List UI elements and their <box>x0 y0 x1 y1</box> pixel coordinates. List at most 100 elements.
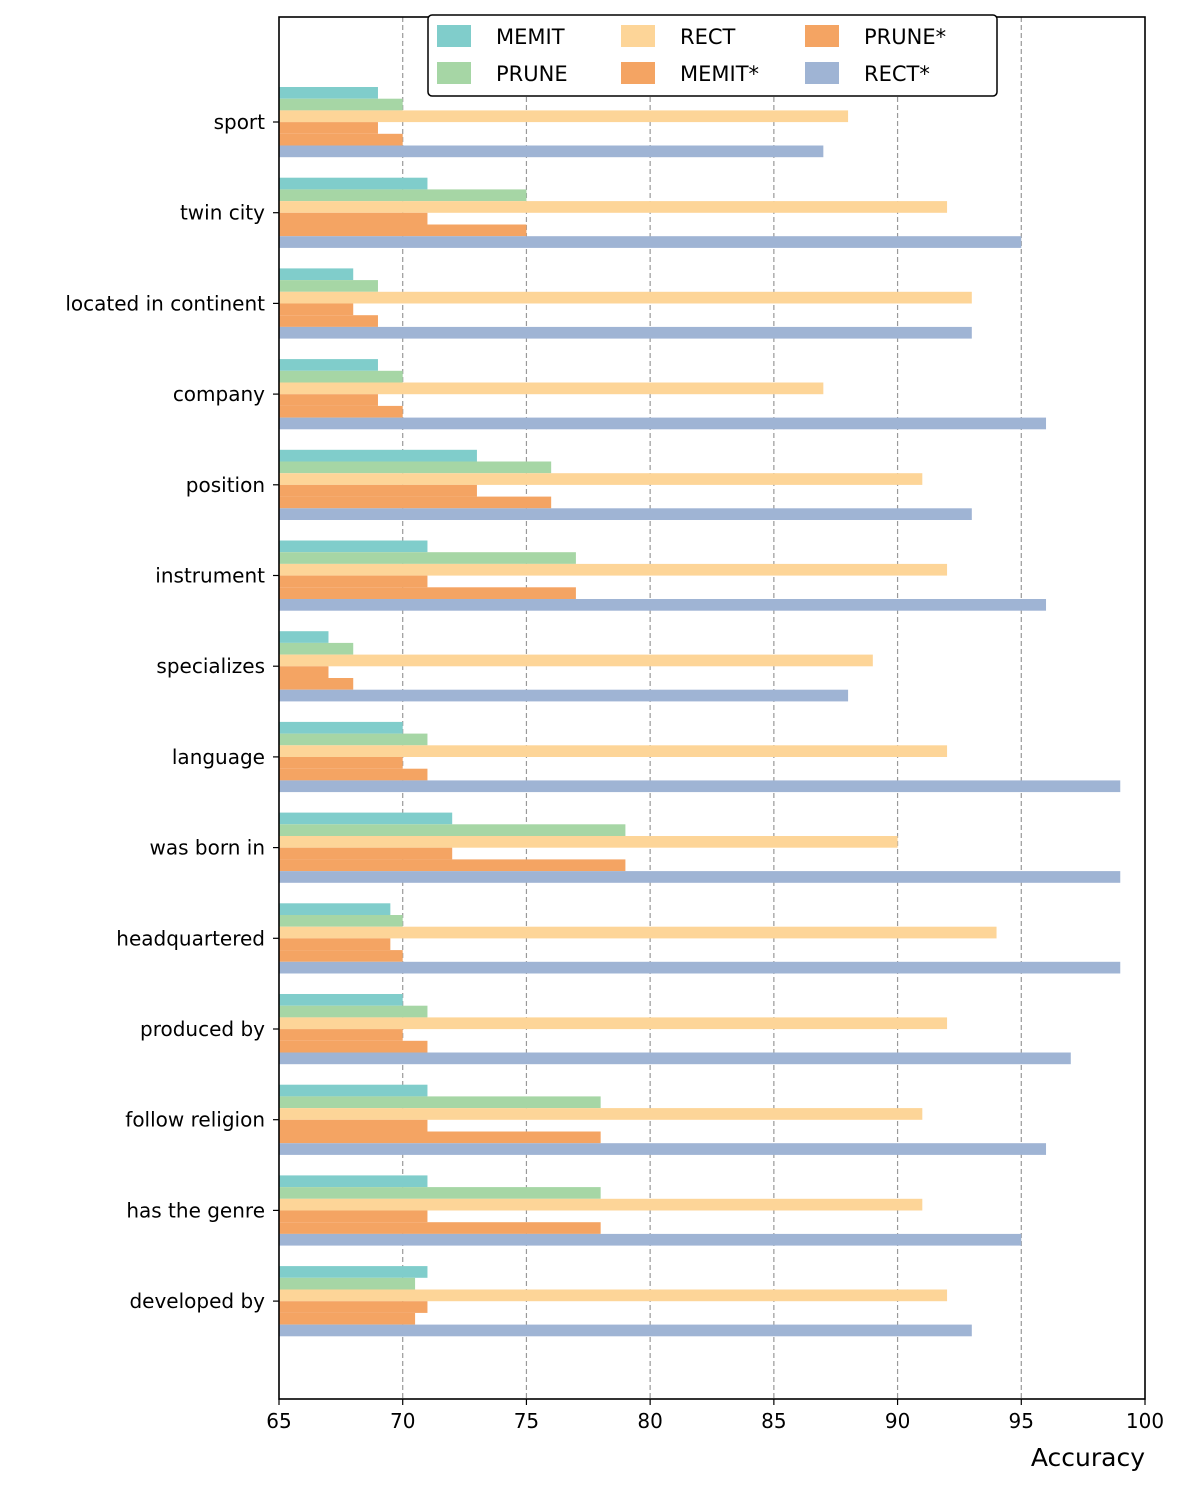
y-tick-label: position <box>186 473 265 497</box>
bar-rect-star-was-born-in <box>279 871 1121 883</box>
legend-label: RECT* <box>864 62 930 86</box>
y-tick-label: produced by <box>140 1017 265 1041</box>
bar-rect-star-developed-by <box>279 1324 972 1337</box>
bar-rect-developed-by <box>279 1289 948 1302</box>
bar-rect-star-position <box>279 508 972 520</box>
bar-rect-star-follow-religion <box>279 1143 1047 1155</box>
bar-rect-company <box>279 382 824 395</box>
legend: MEMIT PRUNE RECT MEMIT* PRUNE* RECT* <box>427 14 998 97</box>
legend-label: PRUNE* <box>864 25 946 49</box>
bar-memit-has-the-genre <box>279 1175 428 1188</box>
bar-memit-star-sport <box>279 122 378 134</box>
bar-memit-star-was-born-in <box>279 847 453 860</box>
bar-memit-produced-by <box>279 994 403 1006</box>
bar-rect-headquartered <box>279 926 997 939</box>
bar-prune-star-twin-city <box>279 224 527 237</box>
bar-memit-star-headquartered <box>279 938 391 951</box>
bar-rect-star-produced-by <box>279 1052 1071 1065</box>
bar-rect-produced-by <box>279 1017 948 1030</box>
bar-rect-instrument <box>279 563 948 576</box>
bar-rect-star-located-in-continent <box>279 326 972 339</box>
bar-prune-sport <box>279 98 403 111</box>
bar-prune-star-company <box>279 405 403 418</box>
bar-rect-star-language <box>279 780 1121 793</box>
bar-memit-language <box>279 721 403 734</box>
bar-prune-headquartered <box>279 915 403 927</box>
y-tick-label: headquartered <box>116 926 265 950</box>
bar-prune-star-instrument <box>279 587 576 599</box>
bar-prune-developed-by <box>279 1277 416 1290</box>
bar-memit-located-in-continent <box>279 268 354 281</box>
bar-memit-developed-by <box>279 1266 428 1278</box>
y-tick-label: developed by <box>129 1289 265 1313</box>
x-tick-label: 75 <box>514 1409 539 1433</box>
x-tick-label: 80 <box>637 1409 662 1433</box>
bar-prune-produced-by <box>279 1005 428 1018</box>
bar-memit-star-twin-city <box>279 212 428 225</box>
x-axis: 65 70 75 80 85 90 95 100 <box>266 1399 1164 1433</box>
bar-memit-star-has-the-genre <box>279 1210 428 1223</box>
bar-rect-twin-city <box>279 201 948 213</box>
bar-prune-star-located-in-continent <box>279 315 378 327</box>
bar-rect-located-in-continent <box>279 291 972 304</box>
bar-prune-company <box>279 370 403 383</box>
bar-prune-star-was-born-in <box>279 859 626 872</box>
y-tick-label: specializes <box>156 654 265 678</box>
bar-rect-star-headquartered <box>279 961 1121 974</box>
x-tick-label: 70 <box>390 1409 415 1433</box>
bar-prune-star-specializes <box>279 678 354 690</box>
bar-prune-star-language <box>279 768 428 781</box>
y-tick-label: twin city <box>180 201 265 225</box>
bar-memit-position <box>279 449 477 462</box>
legend-label: MEMIT* <box>680 62 759 86</box>
bar-rect-has-the-genre <box>279 1198 923 1211</box>
bar-memit-star-specializes <box>279 666 329 678</box>
bar-memit-instrument <box>279 540 428 553</box>
bar-memit-twin-city <box>279 177 428 190</box>
bar-memit-star-language <box>279 757 403 769</box>
bar-prune-follow-religion <box>279 1096 601 1109</box>
bar-memit-star-follow-religion <box>279 1119 428 1132</box>
bar-memit-headquartered <box>279 903 391 915</box>
y-tick-label: company <box>173 382 265 406</box>
legend-box <box>427 14 998 97</box>
y-tick-label: instrument <box>155 564 265 588</box>
bar-rect-star-twin-city <box>279 236 1022 248</box>
bar-rect-was-born-in <box>279 836 898 848</box>
y-tick-label: located in continent <box>65 291 265 315</box>
bar-prune-star-headquartered <box>279 950 403 962</box>
legend-label: PRUNE <box>496 62 568 86</box>
bar-prune-star-position <box>279 496 552 509</box>
bar-memit-sport <box>279 87 378 99</box>
grid-lines <box>402 17 1022 1399</box>
bar-prune-instrument <box>279 552 576 564</box>
bar-prune-star-produced-by <box>279 1040 428 1053</box>
bar-prune-star-sport <box>279 133 403 146</box>
bar-rect-star-sport <box>279 145 824 158</box>
bar-memit-star-instrument <box>279 575 428 588</box>
x-tick-label: 85 <box>761 1409 786 1433</box>
bar-rect-position <box>279 473 923 485</box>
y-tick-label: sport <box>214 110 266 134</box>
bar-memit-star-position <box>279 484 477 497</box>
y-tick-label: follow religion <box>125 1108 265 1132</box>
bar-prune-position <box>279 461 552 474</box>
bar-rect-sport <box>279 110 849 123</box>
legend-label: RECT <box>680 25 736 49</box>
bars <box>279 87 1121 1337</box>
bar-prune-specializes <box>279 642 354 655</box>
bar-memit-specializes <box>279 631 329 643</box>
bar-memit-was-born-in <box>279 812 453 825</box>
legend-swatch <box>437 25 471 47</box>
legend-swatch <box>621 62 655 84</box>
bar-rect-specializes <box>279 654 873 667</box>
y-axis: sport twin city located in continent compan… <box>65 110 279 1313</box>
bar-rect-language <box>279 745 948 757</box>
bar-rect-star-instrument <box>279 599 1047 611</box>
bar-rect-star-has-the-genre <box>279 1233 1022 1246</box>
bar-prune-language <box>279 733 428 746</box>
x-tick-label: 100 <box>1126 1409 1164 1433</box>
y-tick-label: was born in <box>150 836 265 860</box>
x-tick-label: 95 <box>1009 1409 1034 1433</box>
